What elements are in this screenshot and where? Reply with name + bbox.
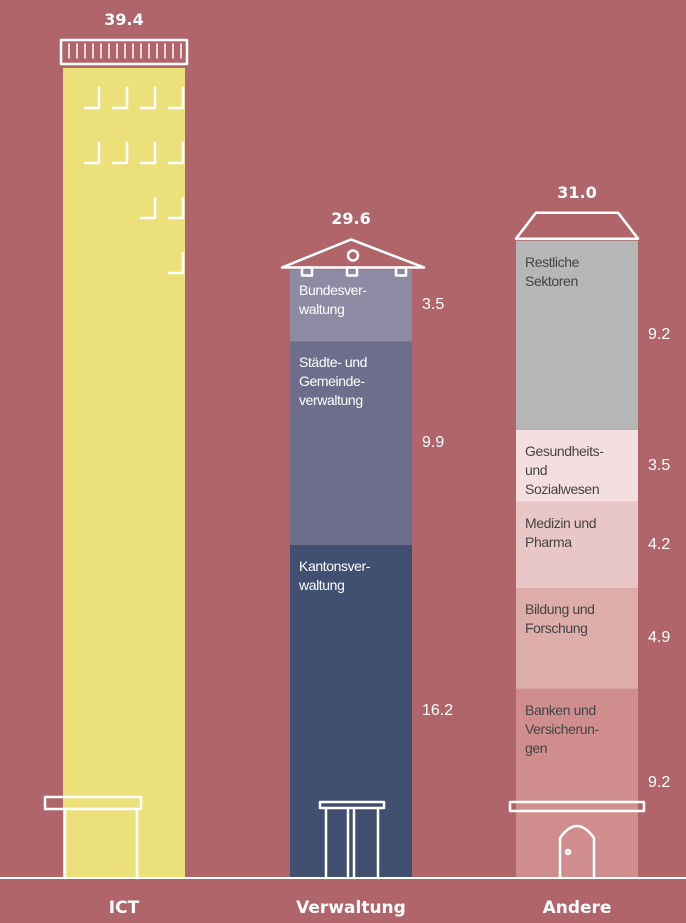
value-label: 9.9 xyxy=(422,434,445,452)
value-label: 4.9 xyxy=(648,629,671,647)
ledge xyxy=(508,800,646,813)
bar-segment xyxy=(516,588,638,689)
window xyxy=(83,86,101,110)
window xyxy=(83,141,101,165)
value-label: 3.5 xyxy=(422,296,445,314)
roof xyxy=(59,38,189,66)
roof-box xyxy=(394,266,408,277)
segment-label: Gesundheits- und Sozialwesen xyxy=(525,442,604,497)
bar-segment xyxy=(516,688,638,878)
door xyxy=(558,824,596,880)
window xyxy=(139,86,157,110)
wall xyxy=(63,807,139,880)
value-label: 9.2 xyxy=(648,326,671,344)
segment-label: Bildung und Forschung xyxy=(525,601,595,637)
segment-label: Medizin und Pharma xyxy=(525,514,597,550)
bar-segment xyxy=(63,68,185,878)
value-label: 3.5 xyxy=(648,456,671,474)
bar-segment xyxy=(516,240,638,430)
x-tick-label: Verwaltung xyxy=(296,898,406,918)
window xyxy=(167,251,185,275)
roof xyxy=(280,238,426,269)
segment-label: Bundesver- waltung xyxy=(299,282,367,318)
total-label: 31.0 xyxy=(557,182,597,202)
door-knob xyxy=(564,848,572,856)
segment-label: Banken und Versicherun- gen xyxy=(525,701,599,756)
segment-label: Städte- und Gemeinde- verwaltung xyxy=(299,354,367,409)
window xyxy=(139,141,157,165)
window xyxy=(139,196,157,220)
x-tick-label: ICT xyxy=(108,898,140,918)
x-tick-label: Andere xyxy=(542,898,612,918)
window xyxy=(167,196,185,220)
window xyxy=(111,86,129,110)
bar-segment xyxy=(516,429,638,502)
segment-label: Restliche Sektoren xyxy=(525,253,579,289)
segment-label: Kantonsver- waltung xyxy=(299,557,371,593)
roof xyxy=(514,211,640,240)
bar-segment xyxy=(516,501,638,589)
value-label: 4.2 xyxy=(648,535,671,553)
ledge xyxy=(43,795,143,811)
bar-segment xyxy=(290,269,412,342)
window xyxy=(111,141,129,165)
ledge xyxy=(318,800,386,810)
value-label: 16.2 xyxy=(422,702,454,720)
total-label: 29.6 xyxy=(331,209,371,229)
window xyxy=(167,86,185,110)
value-label: 9.2 xyxy=(648,774,671,792)
total-label: 39.4 xyxy=(104,10,144,29)
window xyxy=(167,141,185,165)
bar-segment xyxy=(290,341,412,545)
bar-segment xyxy=(290,544,412,878)
roof-box xyxy=(300,266,314,277)
door xyxy=(324,806,380,880)
roof-box xyxy=(345,266,359,277)
roof-window xyxy=(346,249,360,262)
